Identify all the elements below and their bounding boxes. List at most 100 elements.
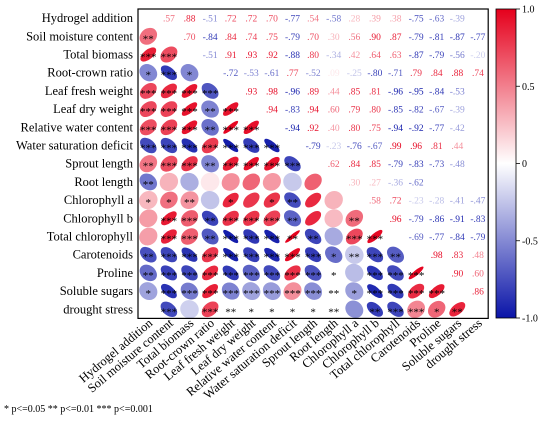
correlation-value: -.75 <box>409 15 424 25</box>
correlation-value: .99 <box>390 142 402 152</box>
correlation-value: -.85 <box>388 106 403 116</box>
correlation-ellipse <box>263 265 281 281</box>
correlation-value: .70 <box>266 15 278 25</box>
correlation-ellipse <box>407 300 426 319</box>
correlation-ellipse <box>201 247 219 263</box>
correlation-value: -.83 <box>409 160 424 170</box>
correlation-value: -.53 <box>450 87 465 97</box>
correlation-value: .89 <box>307 87 319 97</box>
correlation-ellipse <box>202 283 218 299</box>
correlation-value: -.84 <box>429 87 444 97</box>
significance-star: * <box>146 197 152 209</box>
significance-star: *** <box>243 234 260 246</box>
correlation-ellipse <box>139 27 158 45</box>
correlation-ellipse <box>366 265 383 281</box>
correlation-ellipse <box>305 247 322 263</box>
correlation-value: .81 <box>431 142 443 152</box>
correlation-value: .00 <box>472 15 484 25</box>
significance-star: ** <box>349 252 360 264</box>
significance-star: *** <box>181 124 198 136</box>
correlation-ellipse <box>201 82 219 99</box>
correlation-ellipse <box>324 191 343 210</box>
correlation-ellipse <box>139 101 157 118</box>
significance-star: *** <box>222 143 239 155</box>
correlation-ellipse <box>263 210 281 227</box>
correlation-value: -.76 <box>347 142 362 152</box>
correlation-value: -.71 <box>388 69 403 79</box>
significance-star: *** <box>161 161 178 173</box>
significance-star: *** <box>161 306 178 318</box>
correlation-ellipse <box>159 172 179 191</box>
correlation-value: .44 <box>451 142 463 152</box>
correlation-value: .92 <box>307 124 319 134</box>
correlation-value: .63 <box>390 51 402 61</box>
correlation-ellipse <box>180 228 199 245</box>
significance-star: *** <box>140 143 157 155</box>
significance-star: *** <box>202 143 219 155</box>
correlation-value: .27 <box>369 178 381 188</box>
correlation-value: .85 <box>369 160 381 170</box>
correlation-ellipse <box>221 282 240 300</box>
correlation-ellipse <box>181 120 198 135</box>
correlation-ellipse <box>387 265 404 281</box>
correlation-ellipse <box>223 138 239 153</box>
correlation-ellipse <box>160 46 178 63</box>
correlation-value: -.61 <box>264 69 279 79</box>
correlation-ellipse <box>160 283 177 299</box>
significance-star: ** <box>143 252 154 264</box>
significance-star: * <box>331 252 337 264</box>
significance-star: *** <box>243 161 260 173</box>
significance-star: * <box>290 306 296 318</box>
correlation-value: .30 <box>348 178 360 188</box>
correlation-value: -.82 <box>409 106 424 116</box>
correlation-value: .91 <box>225 51 237 61</box>
significance-star: ** <box>369 306 380 318</box>
significance-star: *** <box>202 288 219 300</box>
significance-star: *** <box>222 270 239 282</box>
correlation-value: -.77 <box>470 33 485 43</box>
correlation-ellipse <box>304 173 322 191</box>
colorbar <box>495 8 517 319</box>
correlation-ellipse <box>222 192 239 208</box>
correlation-value: .98 <box>431 251 443 261</box>
correlation-ellipse <box>324 300 344 319</box>
correlation-ellipse <box>160 247 178 263</box>
correlation-ellipse <box>324 263 344 283</box>
correlation-value: .80 <box>348 124 360 134</box>
correlation-value: .00 <box>472 106 484 116</box>
correlation-ellipse <box>428 284 445 299</box>
significance-star: *** <box>264 252 281 264</box>
correlation-value: -.86 <box>429 215 444 225</box>
significance-star: *** <box>181 288 198 300</box>
significance-star: *** <box>161 88 178 100</box>
correlation-ellipse <box>140 47 157 62</box>
significance-star: *** <box>161 143 178 155</box>
correlation-value: .48 <box>472 251 484 261</box>
significance-star: *** <box>243 215 260 227</box>
correlation-value: -.73 <box>429 160 444 170</box>
significance-star: ** <box>390 252 401 264</box>
correlation-ellipse <box>181 265 198 281</box>
correlation-value: .70 <box>307 33 319 43</box>
correlation-ellipse <box>160 65 177 81</box>
correlation-ellipse <box>181 247 198 262</box>
correlation-ellipse <box>221 300 241 319</box>
correlation-ellipse <box>200 190 220 210</box>
correlation-ellipse <box>160 119 178 136</box>
correlation-ellipse <box>181 102 198 116</box>
correlation-ellipse <box>180 300 199 319</box>
correlation-ellipse <box>181 156 198 172</box>
significance-star: *** <box>140 106 157 118</box>
correlation-ellipse <box>264 138 280 153</box>
significance-star: *** <box>243 143 260 155</box>
correlation-value: -.91 <box>450 215 465 225</box>
significance-star: ** <box>205 234 216 246</box>
correlation-ellipse <box>427 300 446 318</box>
correlation-value: -.56 <box>450 51 465 61</box>
significance-star: *** <box>222 234 239 246</box>
correlation-value: .30 <box>328 33 340 43</box>
correlation-ellipse <box>243 156 259 171</box>
correlation-ellipse <box>180 210 199 227</box>
correlation-ellipse <box>222 210 239 226</box>
